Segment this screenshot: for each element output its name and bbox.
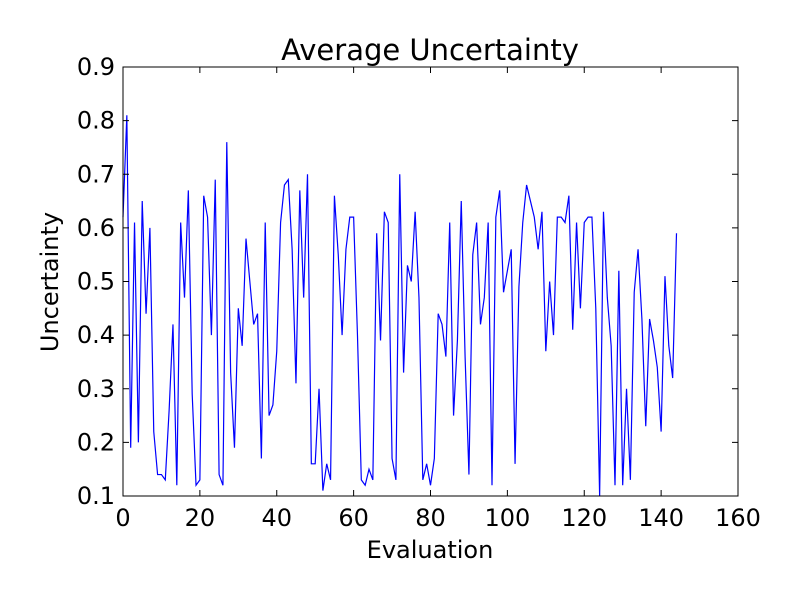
y-tick-label: 0.4 <box>77 321 115 349</box>
y-tick-label: 0.5 <box>77 268 115 296</box>
y-axis-title: Uncertainty <box>36 212 64 352</box>
x-tick-label: 40 <box>261 504 292 532</box>
x-tick-label: 120 <box>561 504 607 532</box>
plot-area <box>122 115 678 497</box>
x-tick-label: 20 <box>185 504 216 532</box>
plot-frame <box>122 66 739 497</box>
y-tick-label: 0.8 <box>77 107 115 135</box>
y-tick-label: 0.9 <box>77 53 115 81</box>
y-tick-label: 0.2 <box>77 428 115 456</box>
x-tick-label: 140 <box>638 504 684 532</box>
x-axis-title: Evaluation <box>367 536 494 564</box>
chart-title: Average Uncertainty <box>281 33 579 67</box>
y-tick-label: 0.3 <box>77 375 115 403</box>
x-tick-label: 160 <box>715 504 761 532</box>
y-tick-label: 0.6 <box>77 214 115 242</box>
axis-ticks: 0 20 40 60 80 100 120 140 160 0.1 0.2 0.3 0.4 0.5 0.6 0… <box>77 53 761 532</box>
x-tick-label: 0 <box>115 504 130 532</box>
y-tick-label: 0.7 <box>77 160 115 188</box>
y-tick-label: 0.1 <box>77 482 115 510</box>
x-tick-label: 100 <box>484 504 530 532</box>
series-line <box>122 115 678 497</box>
x-tick-label: 60 <box>338 504 369 532</box>
x-tick-label: 80 <box>415 504 446 532</box>
